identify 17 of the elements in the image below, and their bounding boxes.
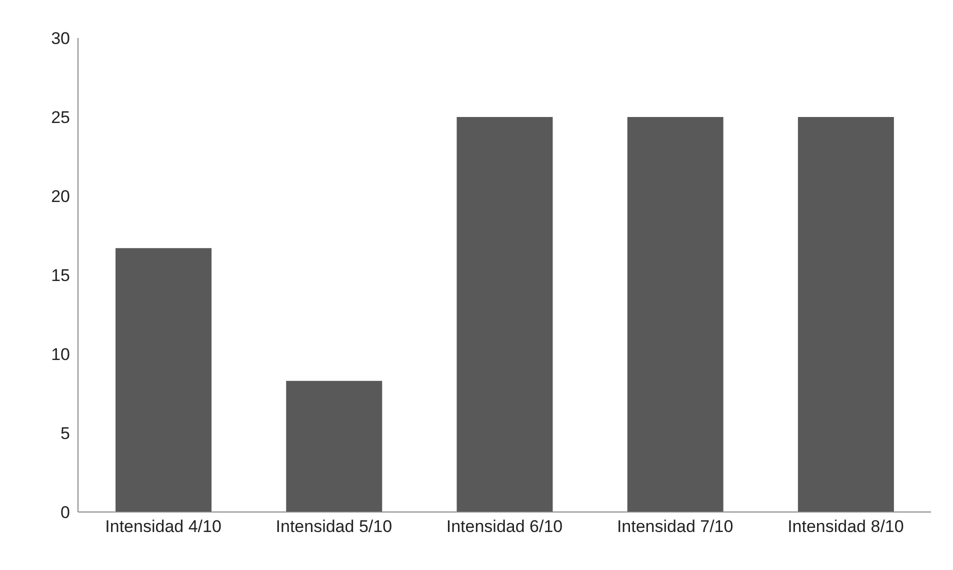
x-tick-label: Intensidad 6/10 (446, 517, 563, 536)
x-tick-label: Intensidad 4/10 (105, 517, 222, 536)
y-tick-label: 5 (60, 424, 70, 444)
bar (627, 117, 724, 512)
y-tick-label: 15 (51, 266, 70, 286)
x-tick-label: Intensidad 8/10 (788, 517, 904, 536)
x-tick-label: Intensidad 7/10 (616, 517, 734, 536)
bar (286, 380, 382, 512)
y-tick-label: 25 (51, 108, 70, 128)
y-tick-label: 0 (60, 503, 70, 522)
y-tick-label: 30 (51, 29, 70, 48)
bar (116, 248, 212, 512)
y-tick-label: 20 (51, 187, 70, 206)
bar (456, 117, 553, 512)
bar (798, 117, 894, 512)
x-tick-label: Intensidad 5/10 (276, 517, 392, 536)
y-tick-label: 10 (51, 345, 70, 364)
